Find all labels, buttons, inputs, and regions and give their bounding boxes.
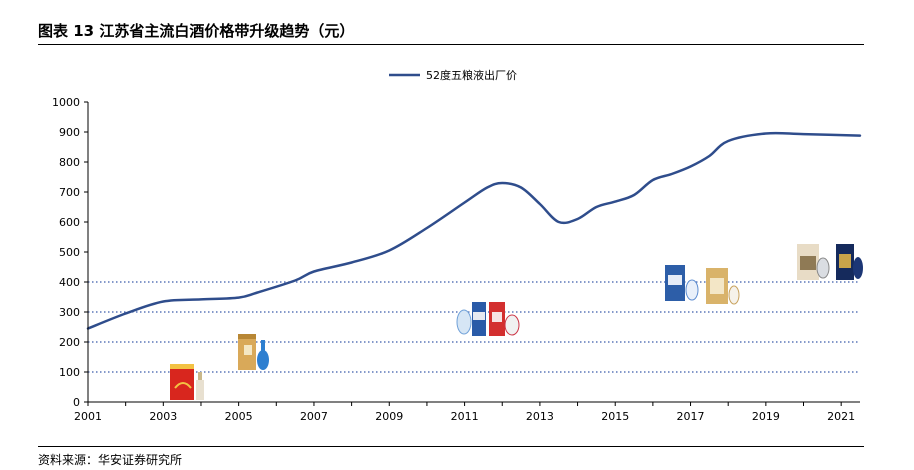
x-tick-label: 2011 [451, 410, 479, 423]
legend-label: 52度五粮液出厂价 [426, 68, 517, 82]
title-rule [38, 44, 864, 45]
x-tick-label: 2007 [300, 410, 328, 423]
y-tick-label: 500 [59, 246, 80, 259]
source-rule [38, 446, 864, 447]
product-2017-bottles [665, 265, 740, 305]
x-tick-label: 2013 [526, 410, 554, 423]
y-tick-label: 1000 [52, 96, 80, 109]
y-tick-label: 100 [59, 366, 80, 379]
y-tick-label: 300 [59, 306, 80, 319]
y-tick-label: 700 [59, 186, 80, 199]
y-tick-label: 400 [59, 276, 80, 289]
product-images [170, 244, 863, 400]
x-tick-label: 2009 [375, 410, 403, 423]
chart-title: 图表 13 江苏省主流白酒价格带升级趋势（元） [38, 22, 355, 40]
x-tick-label: 2017 [677, 410, 705, 423]
x-tick-label: 2003 [149, 410, 177, 423]
product-2020-bottles [797, 244, 863, 280]
y-tick-label: 900 [59, 126, 80, 139]
line-layer [86, 131, 862, 330]
product-2005-bottle [238, 334, 269, 370]
axis-layer: 0 100 200 300 400 500 600 700 800 900 1000 2001 2003… [52, 96, 860, 423]
x-tick-label: 2019 [752, 410, 780, 423]
product-2003-bottle [170, 364, 204, 400]
y-tick-label: 200 [59, 336, 80, 349]
series-line-0 [86, 131, 862, 330]
y-tick-label: 800 [59, 156, 80, 169]
product-2011-bottles [456, 302, 520, 336]
y-tick-label: 600 [59, 216, 80, 229]
x-tick-label: 2001 [74, 410, 102, 423]
x-tick-label: 2021 [827, 410, 855, 423]
source-note: 资料来源：华安证券研究所 [38, 453, 183, 467]
x-tick-label: 2015 [601, 410, 629, 423]
y-tick-label: 0 [73, 396, 80, 409]
x-tick-label: 2005 [225, 410, 253, 423]
grid-layer [88, 281, 860, 373]
